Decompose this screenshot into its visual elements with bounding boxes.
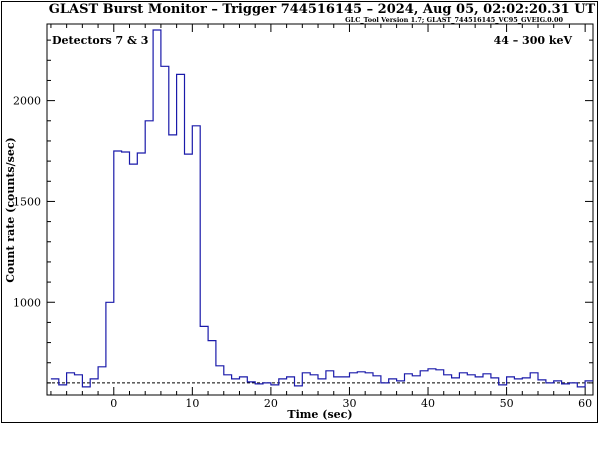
x-tick-label: 30: [342, 397, 356, 410]
y-tick-label: 2000: [13, 95, 41, 108]
count-rate-histogram: [50, 29, 593, 388]
y-axis-label: Count rate (counts/sec): [4, 137, 17, 282]
y-tick-label: 1000: [13, 296, 41, 309]
plot-area: [46, 23, 594, 396]
x-tick-label: 10: [185, 397, 199, 410]
x-tick-label: 60: [578, 397, 592, 410]
x-tick-label: 50: [500, 397, 514, 410]
x-tick-label: 20: [264, 397, 278, 410]
y-tick-label: 1500: [13, 195, 41, 208]
energy-label: 44 – 300 keV: [494, 34, 573, 47]
x-axis-label: Time (sec): [287, 408, 352, 421]
chart-subtitle: GLC_Tool Version 1.7; GLAST_744516145_VC…: [345, 16, 563, 24]
plot-frame: [1, 1, 598, 423]
detectors-label: Detectors 7 & 3: [52, 34, 148, 47]
x-tick-label: 0: [110, 397, 117, 410]
chart-title: GLAST Burst Monitor – Trigger 744516145 …: [49, 2, 596, 17]
x-tick-label: 40: [421, 397, 435, 410]
